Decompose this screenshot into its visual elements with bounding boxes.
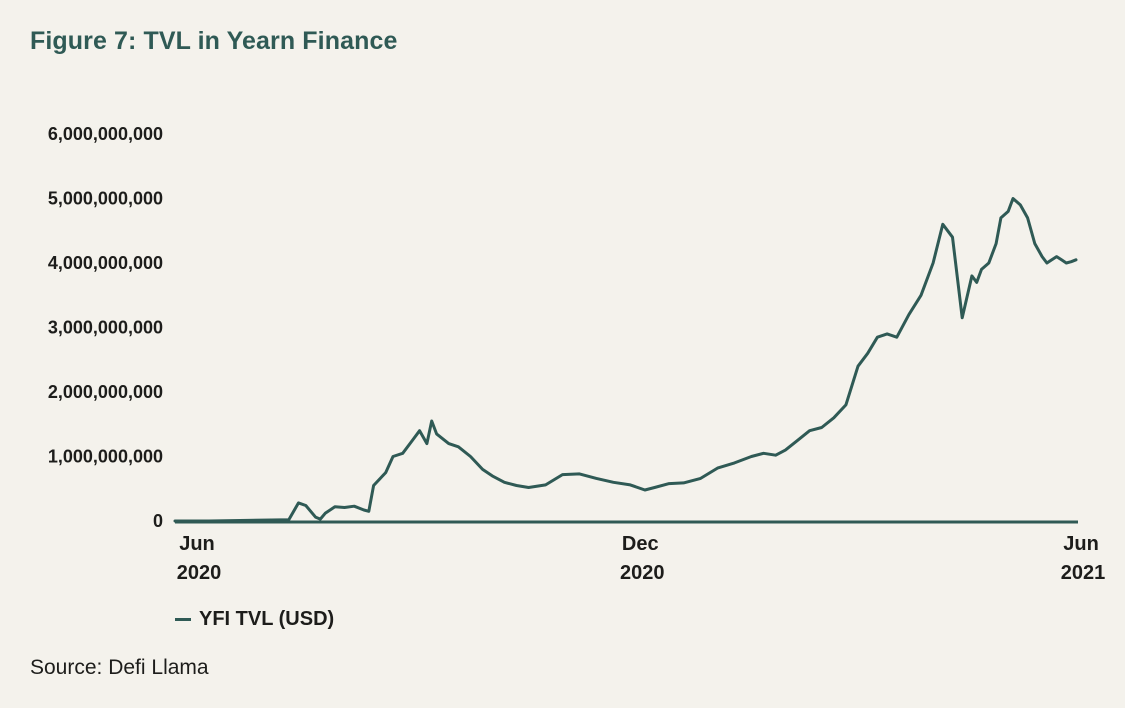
x-tick-label-month: Dec <box>622 533 659 555</box>
legend-swatch <box>175 618 191 621</box>
line-chart: 0 1,000,000,000 2,000,000,000 3,000,000,000… <box>48 124 1106 584</box>
x-tick-label-year: 2020 <box>620 562 665 584</box>
legend-label: YFI TVL (USD) <box>199 608 335 630</box>
y-tick-label: 3,000,000,000 <box>48 318 163 338</box>
y-tick-label: 6,000,000,000 <box>48 124 163 144</box>
legend: YFI TVL (USD) <box>175 608 334 631</box>
y-tick-label: 1,000,000,000 <box>48 447 163 467</box>
y-tick-label: 0 <box>153 511 163 531</box>
x-axis: Jun 2020 Dec 2020 Jun 2021 <box>175 520 1106 584</box>
x-tick-label-month: Jun <box>1063 533 1099 555</box>
source-note: Source: Defi Llama <box>30 656 209 679</box>
chart-title: Figure 7: TVL in Yearn Finance <box>30 27 398 55</box>
x-tick-label-year: 2021 <box>1061 562 1106 584</box>
y-tick-label: 5,000,000,000 <box>48 189 163 209</box>
y-tick-label: 2,000,000,000 <box>48 382 163 402</box>
x-tick-label-month: Jun <box>179 533 215 555</box>
x-tick-label-year: 2020 <box>177 562 222 584</box>
series-line <box>173 197 1078 523</box>
series-layer <box>173 197 1078 523</box>
y-axis: 0 1,000,000,000 2,000,000,000 3,000,000,000… <box>48 124 163 531</box>
y-tick-label: 4,000,000,000 <box>48 253 163 273</box>
